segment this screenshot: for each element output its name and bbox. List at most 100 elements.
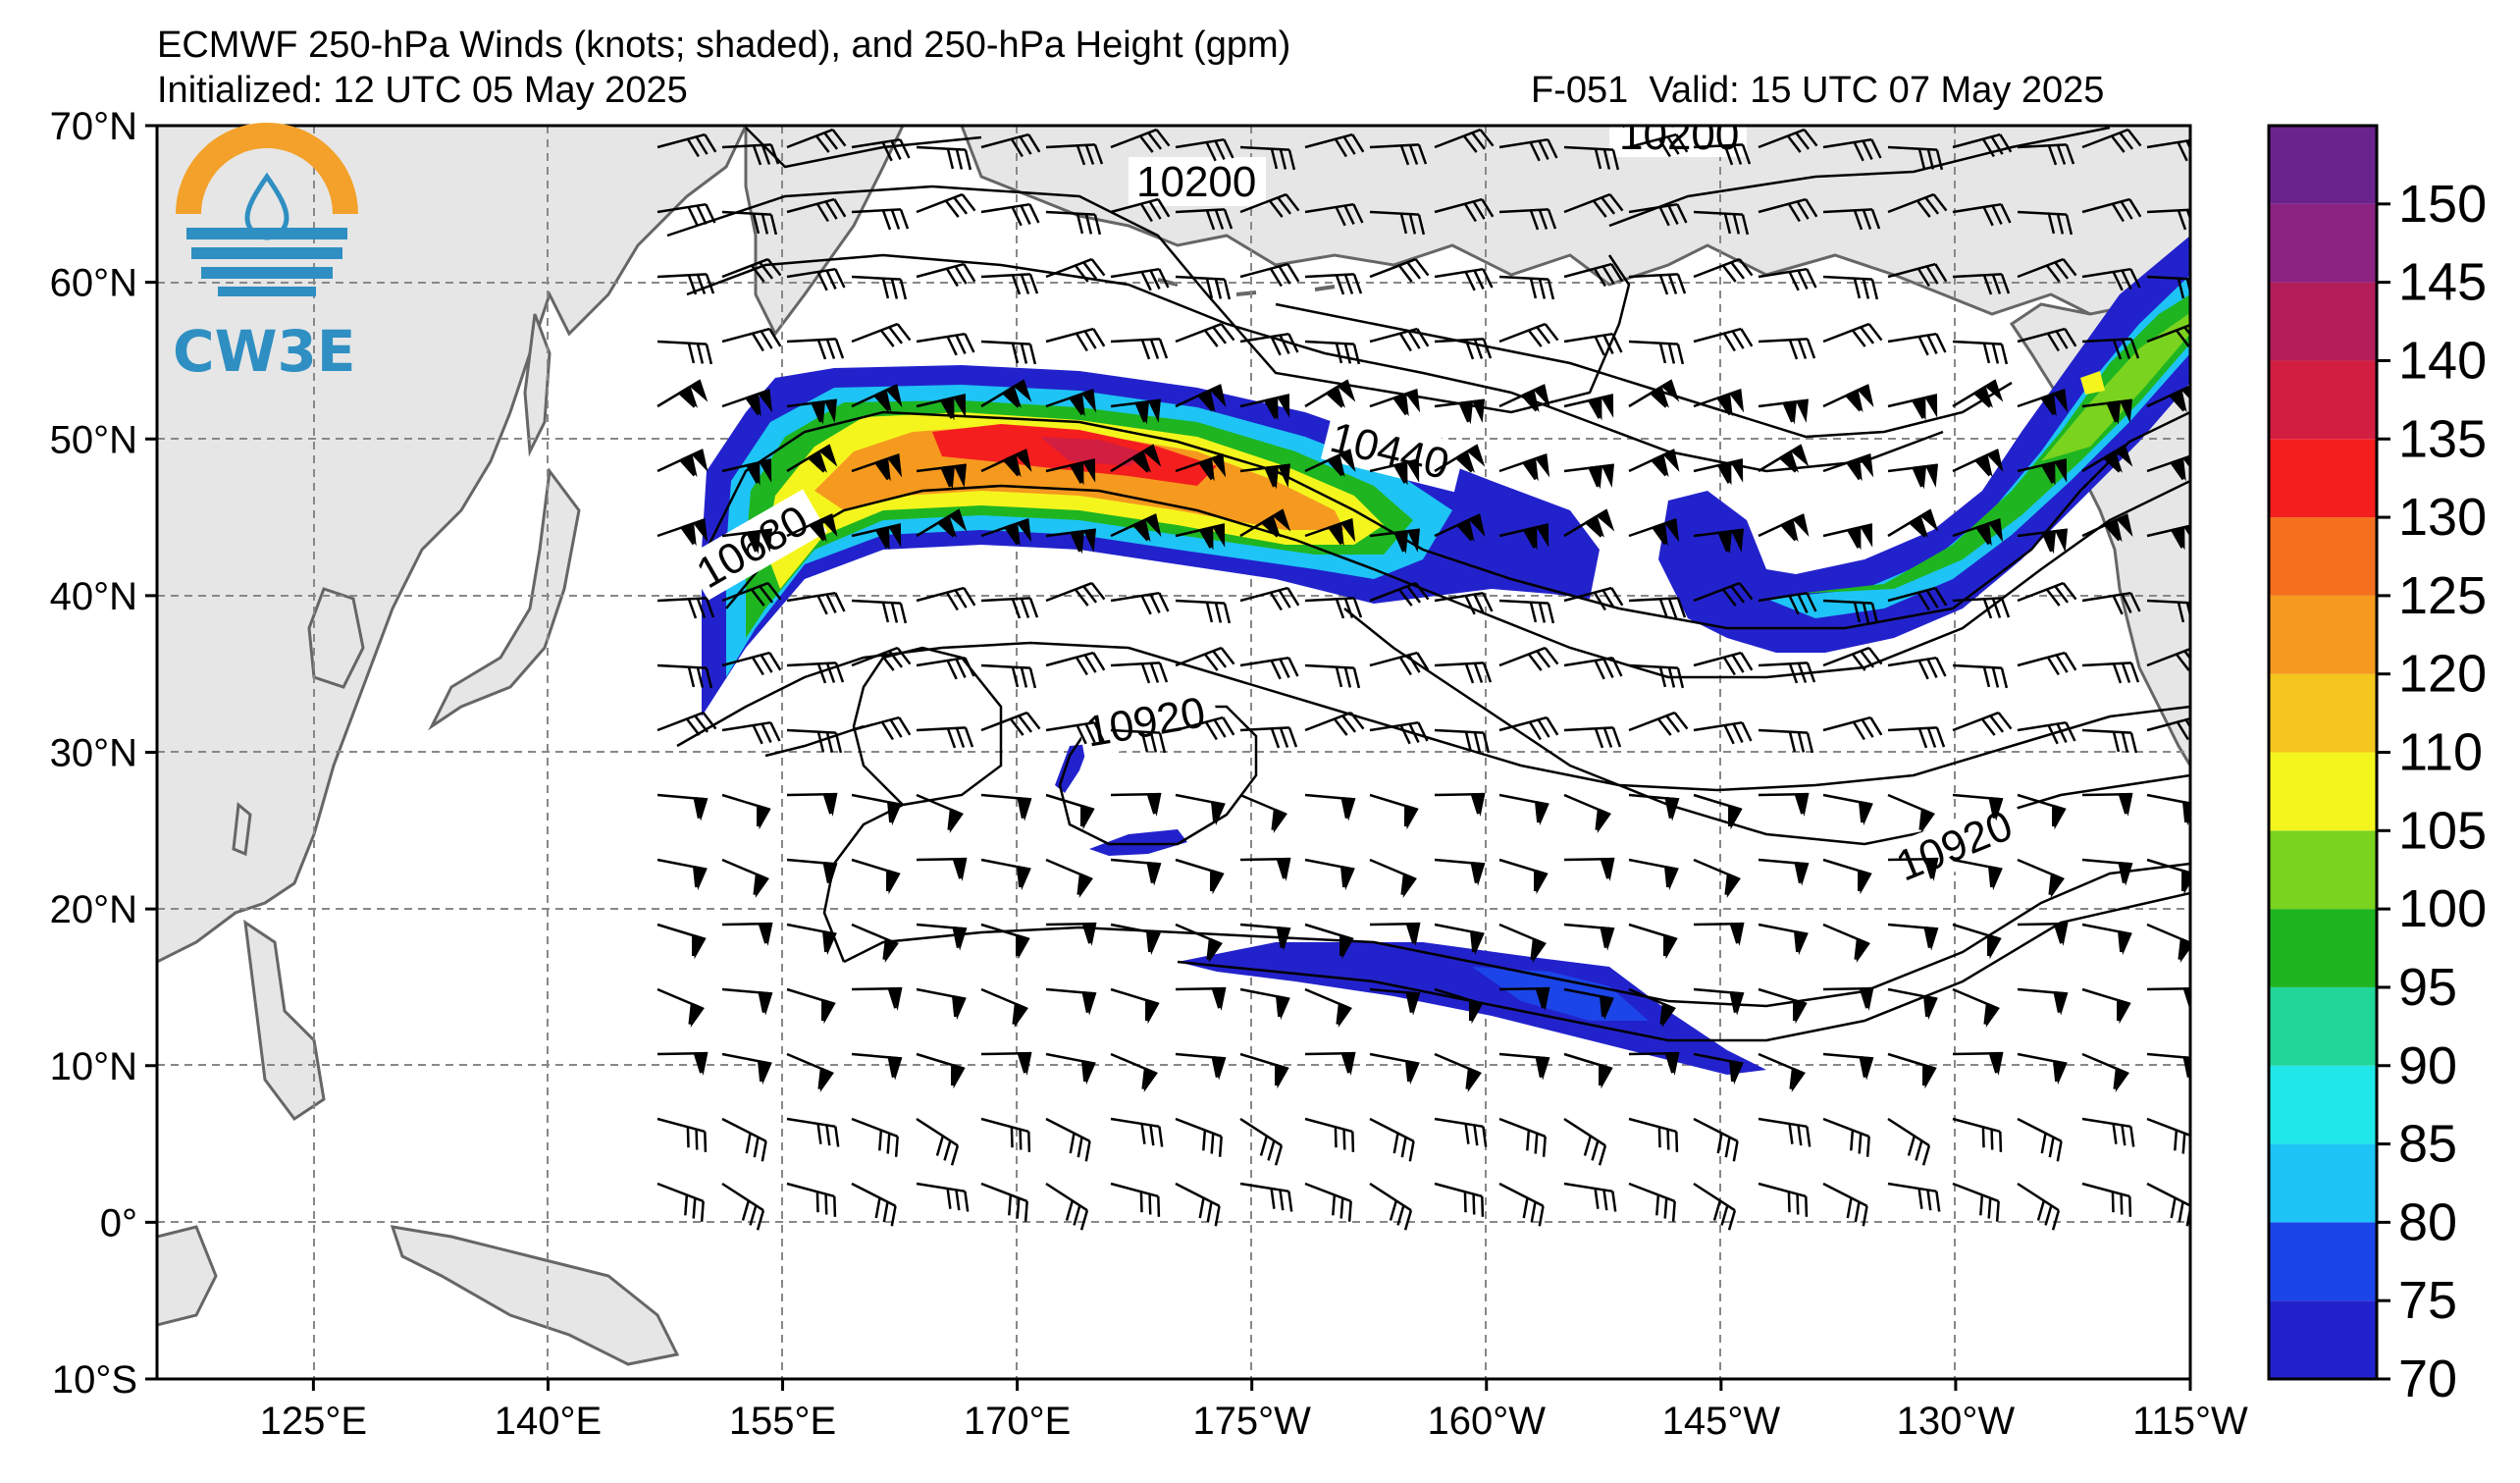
wind-barb bbox=[2146, 646, 2190, 671]
wind-barb bbox=[980, 132, 1041, 158]
wind-barb bbox=[786, 728, 843, 754]
wind-barb bbox=[1498, 137, 1558, 162]
wind-barb bbox=[1304, 273, 1363, 295]
wind-barb bbox=[1045, 1182, 1089, 1231]
wind-barb bbox=[721, 528, 773, 555]
wind-barb bbox=[1175, 1052, 1227, 1081]
wind-barb bbox=[1628, 379, 1680, 408]
wind-barb bbox=[1110, 1052, 1158, 1092]
wind-barb bbox=[1304, 518, 1356, 547]
wind-barb bbox=[2081, 728, 2138, 754]
wind-barb bbox=[1887, 987, 1938, 1021]
wind-barb bbox=[1563, 1117, 1607, 1166]
wind-barb bbox=[1175, 793, 1226, 826]
wind-barb bbox=[1045, 987, 1097, 1016]
wind-barb bbox=[1239, 793, 1287, 833]
wind-barb bbox=[916, 1117, 960, 1166]
wind-barb bbox=[1887, 857, 1939, 881]
wind-barb bbox=[1498, 523, 1549, 551]
wind-barb bbox=[1498, 1117, 1547, 1157]
wind-barb bbox=[1304, 793, 1356, 821]
wind-barb bbox=[1563, 586, 1624, 611]
wind-barb bbox=[1239, 987, 1290, 1021]
wind-barb bbox=[980, 273, 1039, 295]
colorbar-label: 70 bbox=[2398, 1350, 2457, 1408]
wind-barb bbox=[1239, 923, 1291, 951]
lat-tick-label: 60°N bbox=[50, 262, 137, 305]
initialized-time: Initialized: 12 UTC 05 May 2025 bbox=[157, 70, 688, 111]
wind-barb bbox=[1175, 275, 1232, 300]
land-new-guinea bbox=[390, 1225, 680, 1366]
wind-barb bbox=[1434, 338, 1493, 360]
wind-barb bbox=[1045, 257, 1106, 283]
wind-barb bbox=[1758, 444, 1810, 473]
jet-ne-band-100 bbox=[2041, 314, 2190, 461]
wind-barb bbox=[1628, 273, 1687, 295]
wind-barb bbox=[1239, 1117, 1284, 1166]
wind-barb bbox=[1822, 1052, 1874, 1081]
wind-barb bbox=[980, 1051, 1032, 1076]
wind-barb bbox=[1239, 857, 1291, 881]
contour-10680-b bbox=[725, 479, 2190, 679]
land-asia bbox=[157, 126, 748, 964]
colorbar-swatch bbox=[2269, 986, 2377, 1066]
wind-barb bbox=[786, 591, 846, 615]
wind-barb bbox=[1369, 389, 1421, 417]
wind-barb bbox=[1304, 340, 1361, 365]
wind-barb bbox=[851, 322, 912, 347]
wind-barb bbox=[916, 463, 968, 490]
wind-barb bbox=[1304, 987, 1352, 1028]
wind-barb bbox=[721, 458, 772, 486]
wind-barb bbox=[1693, 858, 1741, 898]
wind-barb bbox=[1693, 257, 1754, 283]
wind-barb bbox=[2017, 793, 2067, 830]
wind-barb bbox=[851, 858, 901, 895]
contour-10920-main bbox=[843, 862, 2190, 1008]
wind-barb bbox=[916, 332, 975, 356]
wind-barb bbox=[851, 384, 903, 413]
wind-barb bbox=[1175, 858, 1225, 895]
wind-barb bbox=[1434, 987, 1484, 1025]
lon-tick-label: 155°E bbox=[729, 1400, 836, 1443]
wind-barb bbox=[2017, 1052, 2068, 1086]
wind-barb bbox=[1434, 267, 1494, 291]
wind-barb bbox=[1758, 987, 1808, 1025]
wind-barb bbox=[851, 793, 902, 826]
wind-barb bbox=[786, 662, 845, 684]
jet-ne-band-95 bbox=[1796, 294, 2190, 594]
wind-barb bbox=[1239, 262, 1300, 288]
wind-barb bbox=[1304, 449, 1356, 478]
wind-barb bbox=[656, 202, 716, 227]
wind-barb bbox=[1758, 513, 1810, 543]
wind-barb bbox=[2146, 793, 2190, 826]
water-drop-icon bbox=[244, 172, 289, 240]
wind-barb bbox=[1952, 987, 2000, 1028]
wind-barb bbox=[1045, 793, 1095, 830]
colorbar-swatch bbox=[2269, 1300, 2377, 1379]
wind-barb bbox=[1175, 1117, 1223, 1157]
wind-barb bbox=[851, 208, 910, 231]
colorbar-label: 140 bbox=[2398, 331, 2487, 390]
wind-barb bbox=[1628, 793, 1680, 821]
wind-barb bbox=[980, 1182, 1028, 1222]
wind-barb bbox=[656, 597, 715, 619]
wind-barb bbox=[1110, 444, 1162, 473]
wind-barb bbox=[1822, 646, 1883, 671]
wind-barb bbox=[851, 1117, 899, 1157]
logo-wave-1 bbox=[186, 228, 347, 239]
wind-barb bbox=[1434, 128, 1495, 153]
wind-barb bbox=[1952, 273, 2011, 295]
valid-time-text: Valid: 15 UTC 07 May 2025 bbox=[1649, 70, 2105, 111]
wind-barb bbox=[1175, 986, 1227, 1011]
wind-barb bbox=[1628, 987, 1676, 1028]
wind-barb bbox=[1110, 1117, 1164, 1147]
wind-barb bbox=[786, 1052, 834, 1092]
wind-barb bbox=[721, 793, 771, 830]
wind-barb bbox=[2017, 143, 2075, 166]
wind-barb bbox=[1952, 923, 2002, 960]
wind-barb bbox=[1110, 923, 1161, 956]
wind-barb bbox=[1628, 1182, 1676, 1222]
wind-barb bbox=[1563, 1182, 1617, 1212]
colorbar-label: 150 bbox=[2398, 175, 2487, 234]
wind-barb bbox=[1693, 1182, 1737, 1231]
